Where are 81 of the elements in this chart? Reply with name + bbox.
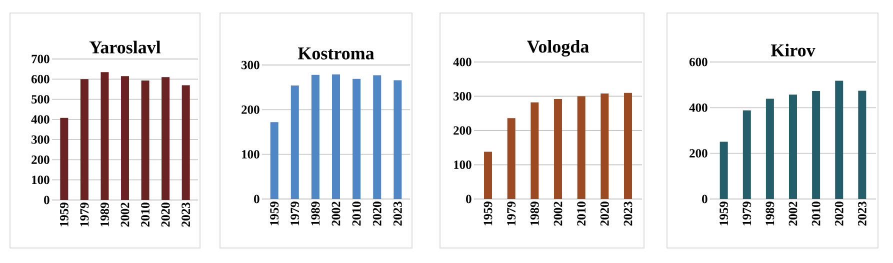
bar — [394, 80, 402, 200]
x-tick-label: 2020 — [372, 202, 382, 226]
bar — [484, 152, 492, 200]
bar — [373, 75, 382, 200]
y-tick-label: 300 — [32, 135, 50, 144]
x-tick-label: 2023 — [858, 202, 866, 226]
x-tick-label: 1959 — [60, 202, 68, 226]
x-tick-label: 1979 — [507, 202, 516, 226]
chart-title: Vologda — [527, 40, 589, 56]
bar — [182, 85, 190, 200]
x-tick-label: 2023 — [182, 202, 190, 227]
y-tick-label: 200 — [690, 149, 708, 158]
bar — [290, 86, 299, 200]
bar — [600, 94, 609, 200]
x-tick-label: 2002 — [554, 202, 562, 226]
y-tick-label: 200 — [454, 126, 472, 135]
bar — [311, 74, 320, 200]
x-tick-label: 1979 — [80, 202, 89, 226]
x-tick-label: 2010 — [141, 202, 150, 227]
y-tick-label: 0 — [702, 194, 708, 204]
x-tick-label: 2023 — [393, 202, 402, 226]
bar — [60, 118, 68, 200]
bar — [121, 76, 130, 200]
y-tick-label: 300 — [454, 92, 472, 100]
y-tick-label: 300 — [242, 60, 260, 70]
x-tick-label: 2002 — [120, 202, 130, 227]
y-tick-label: 400 — [31, 115, 50, 124]
bar — [270, 122, 278, 200]
bar — [352, 78, 361, 200]
bar — [507, 118, 516, 200]
x-tick-label: 2002 — [332, 202, 340, 226]
x-tick-label: 1959 — [270, 202, 279, 226]
bar — [766, 98, 774, 200]
y-tick-label: 600 — [689, 58, 708, 66]
y-tick-label: 400 — [453, 58, 472, 66]
y-tick-label: 100 — [32, 176, 50, 184]
y-tick-label: 200 — [32, 156, 50, 164]
bar — [720, 142, 728, 200]
y-tick-label: 400 — [689, 103, 708, 112]
bar — [141, 80, 150, 200]
x-tick-label: 2020 — [600, 202, 609, 226]
y-tick-label: 0 — [254, 194, 260, 204]
y-tick-label: 500 — [32, 95, 50, 104]
bar — [162, 77, 170, 200]
bar — [554, 98, 562, 200]
x-tick-label: 2023 — [624, 202, 632, 226]
x-tick-label: 1979 — [290, 202, 300, 226]
bar — [100, 72, 109, 200]
bar — [789, 94, 798, 200]
y-tick-label: 0 — [44, 196, 50, 204]
bar — [742, 110, 751, 200]
x-tick-label: 1979 — [742, 202, 752, 226]
bar — [624, 92, 632, 200]
y-tick-label: 0 — [466, 194, 472, 204]
x-tick-label: 2020 — [161, 202, 170, 227]
chart-title: Kostroma — [298, 48, 374, 60]
x-tick-label: 1989 — [766, 202, 774, 226]
x-tick-label: 2010 — [577, 202, 586, 226]
y-tick-label: 700 — [32, 54, 50, 64]
x-tick-label: 1959 — [484, 202, 492, 226]
bar — [858, 90, 866, 200]
bar — [577, 96, 586, 200]
x-tick-label: 2010 — [812, 202, 820, 226]
x-tick-label: 1989 — [100, 202, 109, 226]
chart-title: Kirov — [770, 44, 816, 56]
x-tick-label: 2020 — [834, 202, 844, 226]
x-tick-label: 2010 — [352, 202, 361, 226]
bar — [835, 80, 844, 200]
y-tick-label: 200 — [242, 105, 260, 114]
bar — [332, 74, 340, 200]
x-tick-label: 1959 — [720, 202, 728, 226]
x-tick-label: 1989 — [530, 202, 539, 226]
y-tick-label: 600 — [31, 74, 50, 84]
y-tick-label: 100 — [242, 150, 260, 159]
bar — [80, 79, 88, 200]
x-tick-label: 2002 — [788, 202, 798, 226]
bar — [530, 102, 539, 200]
y-tick-label: 100 — [454, 160, 472, 169]
chart-title: Yaroslavl — [89, 40, 161, 54]
x-tick-label: 1989 — [311, 202, 320, 226]
bar — [812, 91, 820, 200]
